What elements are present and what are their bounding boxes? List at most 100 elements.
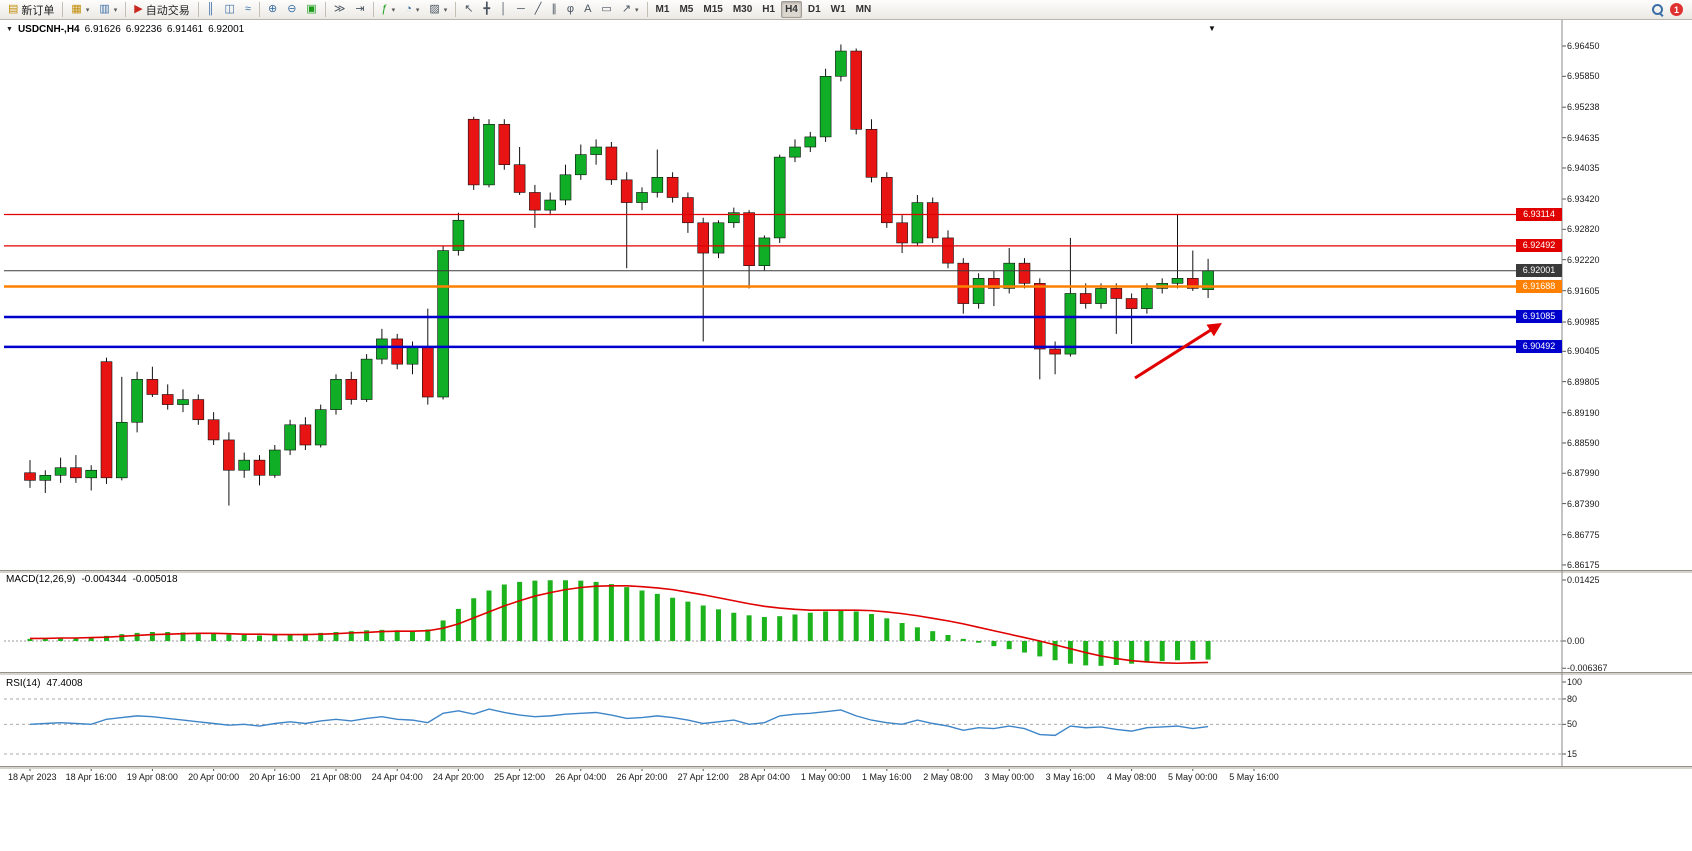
timeframe-mn-button[interactable]: MN bbox=[852, 1, 876, 18]
time-axis-label: 5 May 16:00 bbox=[1229, 772, 1279, 782]
text-tool-button[interactable]: A bbox=[580, 1, 595, 18]
price-axis-label: 6.87390 bbox=[1567, 498, 1600, 509]
chart-canvas[interactable] bbox=[0, 20, 1692, 851]
price-axis-label: 6.88590 bbox=[1567, 437, 1600, 448]
templates-icon: ▨ bbox=[429, 3, 440, 15]
new-order-button[interactable]: ▤ 新订单 bbox=[4, 1, 58, 18]
bar-chart-mode-button[interactable]: ║ bbox=[203, 1, 219, 18]
chart-window: ▼ USDCNH-,H4 6.91626 6.92236 6.91461 6.9… bbox=[0, 20, 1692, 851]
new-order-icon: ▤ bbox=[8, 3, 19, 15]
pane-separator[interactable] bbox=[0, 766, 1692, 769]
trendline-icon: ╱ bbox=[534, 3, 542, 15]
chevron-down-icon: ▾ bbox=[113, 6, 118, 14]
pane-separator[interactable] bbox=[0, 570, 1692, 573]
candlestick-mode-button[interactable]: ◫ bbox=[221, 1, 239, 18]
text-icon: A bbox=[584, 3, 592, 15]
auto-scroll-button[interactable]: ≫ bbox=[330, 1, 350, 18]
timeframe-h4-button[interactable]: H4 bbox=[781, 1, 802, 18]
fibonacci-tool-button[interactable]: φ bbox=[563, 1, 578, 18]
timeframe-h1-button[interactable]: H1 bbox=[758, 1, 779, 18]
macd-signal-line bbox=[30, 584, 1209, 665]
zoom-out-icon: ⊖ bbox=[287, 3, 297, 15]
chevron-down-icon: ▾ bbox=[415, 6, 420, 14]
timeframe-m30-button[interactable]: M30 bbox=[729, 1, 756, 18]
templates-button[interactable]: ▨ ▾ bbox=[425, 1, 451, 18]
vertical-line-icon: │ bbox=[500, 3, 507, 15]
shapes-tool-button[interactable]: ↗ ▾ bbox=[618, 1, 643, 18]
crosshair-tool-button[interactable]: ╋ bbox=[480, 1, 495, 18]
rsi-pane-title: RSI(14) 47.4008 bbox=[6, 678, 83, 689]
chart-dropdown-icon[interactable]: ▼ bbox=[6, 26, 13, 33]
pane-separator[interactable] bbox=[0, 672, 1692, 675]
scroll-to-end-marker: ▼ bbox=[1208, 24, 1216, 33]
horizontal-line-tool-button[interactable]: ─ bbox=[513, 1, 529, 18]
tile-windows-button[interactable]: ▣ bbox=[302, 1, 320, 18]
price-axis-label: 6.87990 bbox=[1567, 468, 1600, 479]
price-axis-label: 6.94635 bbox=[1567, 132, 1600, 143]
macd-axis-label: 0.00 bbox=[1567, 636, 1585, 646]
main-toolbar: ▤ 新订单 ▦ ▾ ▥ ▾ ▶ 自动交易 ║ ◫ ≈ ⊕ bbox=[0, 0, 1692, 20]
price-axis-label: 6.92820 bbox=[1567, 224, 1600, 235]
trendline-tool-button[interactable]: ╱ bbox=[531, 1, 546, 18]
new-chart-button[interactable]: ▦ ▾ bbox=[67, 1, 93, 18]
auto-trading-button[interactable]: ▶ 自动交易 bbox=[130, 1, 193, 18]
ohlc-open: 6.91626 bbox=[84, 24, 121, 35]
time-axis-label: 26 Apr 04:00 bbox=[555, 772, 607, 782]
price-axis-label: 6.92220 bbox=[1567, 254, 1600, 265]
notification-badge[interactable]: 1 bbox=[1670, 3, 1683, 16]
timeframe-w1-button[interactable]: W1 bbox=[827, 1, 850, 18]
price-axis-label: 6.86775 bbox=[1567, 529, 1600, 540]
vertical-line-tool-button[interactable]: │ bbox=[496, 1, 511, 18]
ohlc-high: 6.92236 bbox=[125, 24, 162, 35]
arrow-annotation[interactable] bbox=[1134, 323, 1222, 380]
chart-shift-icon: ⇥ bbox=[355, 3, 365, 15]
chart-shift-button[interactable]: ⇥ bbox=[351, 1, 368, 18]
label-icon: ▭ bbox=[601, 3, 612, 15]
periods-button[interactable]: ◔ ▾ bbox=[401, 1, 423, 18]
candlestick-icon: ◫ bbox=[224, 3, 235, 15]
time-axis-label: 18 Apr 2023 bbox=[8, 772, 57, 782]
channel-tool-button[interactable]: ∥ bbox=[547, 1, 561, 18]
profiles-icon: ▥ bbox=[99, 3, 110, 15]
macd-value: -0.004344 bbox=[81, 574, 127, 585]
zoom-out-button[interactable]: ⊖ bbox=[283, 1, 300, 18]
tile-windows-icon: ▣ bbox=[306, 3, 317, 15]
crosshair-icon: ╋ bbox=[483, 3, 491, 15]
price-tag-6.92492: 6.92492 bbox=[1516, 239, 1562, 253]
time-axis-label: 21 Apr 08:00 bbox=[310, 772, 362, 782]
new-chart-icon: ▦ bbox=[71, 3, 82, 15]
price-axis-label: 6.90985 bbox=[1567, 317, 1600, 327]
label-tool-button[interactable]: ▭ bbox=[597, 1, 615, 18]
auto-trading-icon: ▶ bbox=[134, 3, 143, 15]
time-axis-label: 5 May 00:00 bbox=[1168, 772, 1218, 782]
profiles-button[interactable]: ▥ ▾ bbox=[95, 1, 121, 18]
zoom-in-button[interactable]: ⊕ bbox=[264, 1, 281, 18]
indicators-icon: ƒ bbox=[381, 3, 388, 15]
rsi-axis-label: 50 bbox=[1567, 719, 1578, 730]
cursor-tool-button[interactable]: ↖ bbox=[460, 1, 477, 18]
price-tag-6.92001: 6.92001 bbox=[1516, 264, 1562, 278]
time-axis-label: 20 Apr 16:00 bbox=[249, 772, 301, 782]
rsi-axis-label: 100 bbox=[1567, 677, 1583, 687]
timeframe-m1-button[interactable]: M1 bbox=[652, 1, 674, 18]
time-axis-label: 4 May 08:00 bbox=[1106, 772, 1157, 782]
price-axis-label: 6.91605 bbox=[1567, 285, 1600, 296]
time-axis-label: 1 May 00:00 bbox=[800, 772, 851, 782]
line-chart-icon: ≈ bbox=[244, 3, 251, 15]
time-axis-label: 20 Apr 00:00 bbox=[188, 772, 240, 782]
search-icon[interactable] bbox=[1651, 3, 1664, 16]
time-axis-label: 27 Apr 12:00 bbox=[677, 772, 729, 782]
ohlc-close: 6.92001 bbox=[208, 24, 245, 35]
timeframe-m15-button[interactable]: M15 bbox=[699, 1, 726, 18]
toolbar-separator bbox=[258, 2, 260, 17]
chevron-down-icon: ▾ bbox=[391, 6, 396, 14]
macd-pane-title: MACD(12,26,9) -0.004344 -0.005018 bbox=[6, 574, 178, 585]
timeframe-m5-button[interactable]: M5 bbox=[675, 1, 697, 18]
macd-axis-label: 0.01425 bbox=[1567, 575, 1600, 585]
price-axis-label: 6.86175 bbox=[1567, 559, 1600, 570]
indicators-button[interactable]: ƒ ▾ bbox=[378, 1, 400, 18]
timeframe-d1-button[interactable]: D1 bbox=[804, 1, 825, 18]
line-chart-mode-button[interactable]: ≈ bbox=[241, 1, 255, 18]
rsi-axis-label: 80 bbox=[1567, 693, 1578, 704]
